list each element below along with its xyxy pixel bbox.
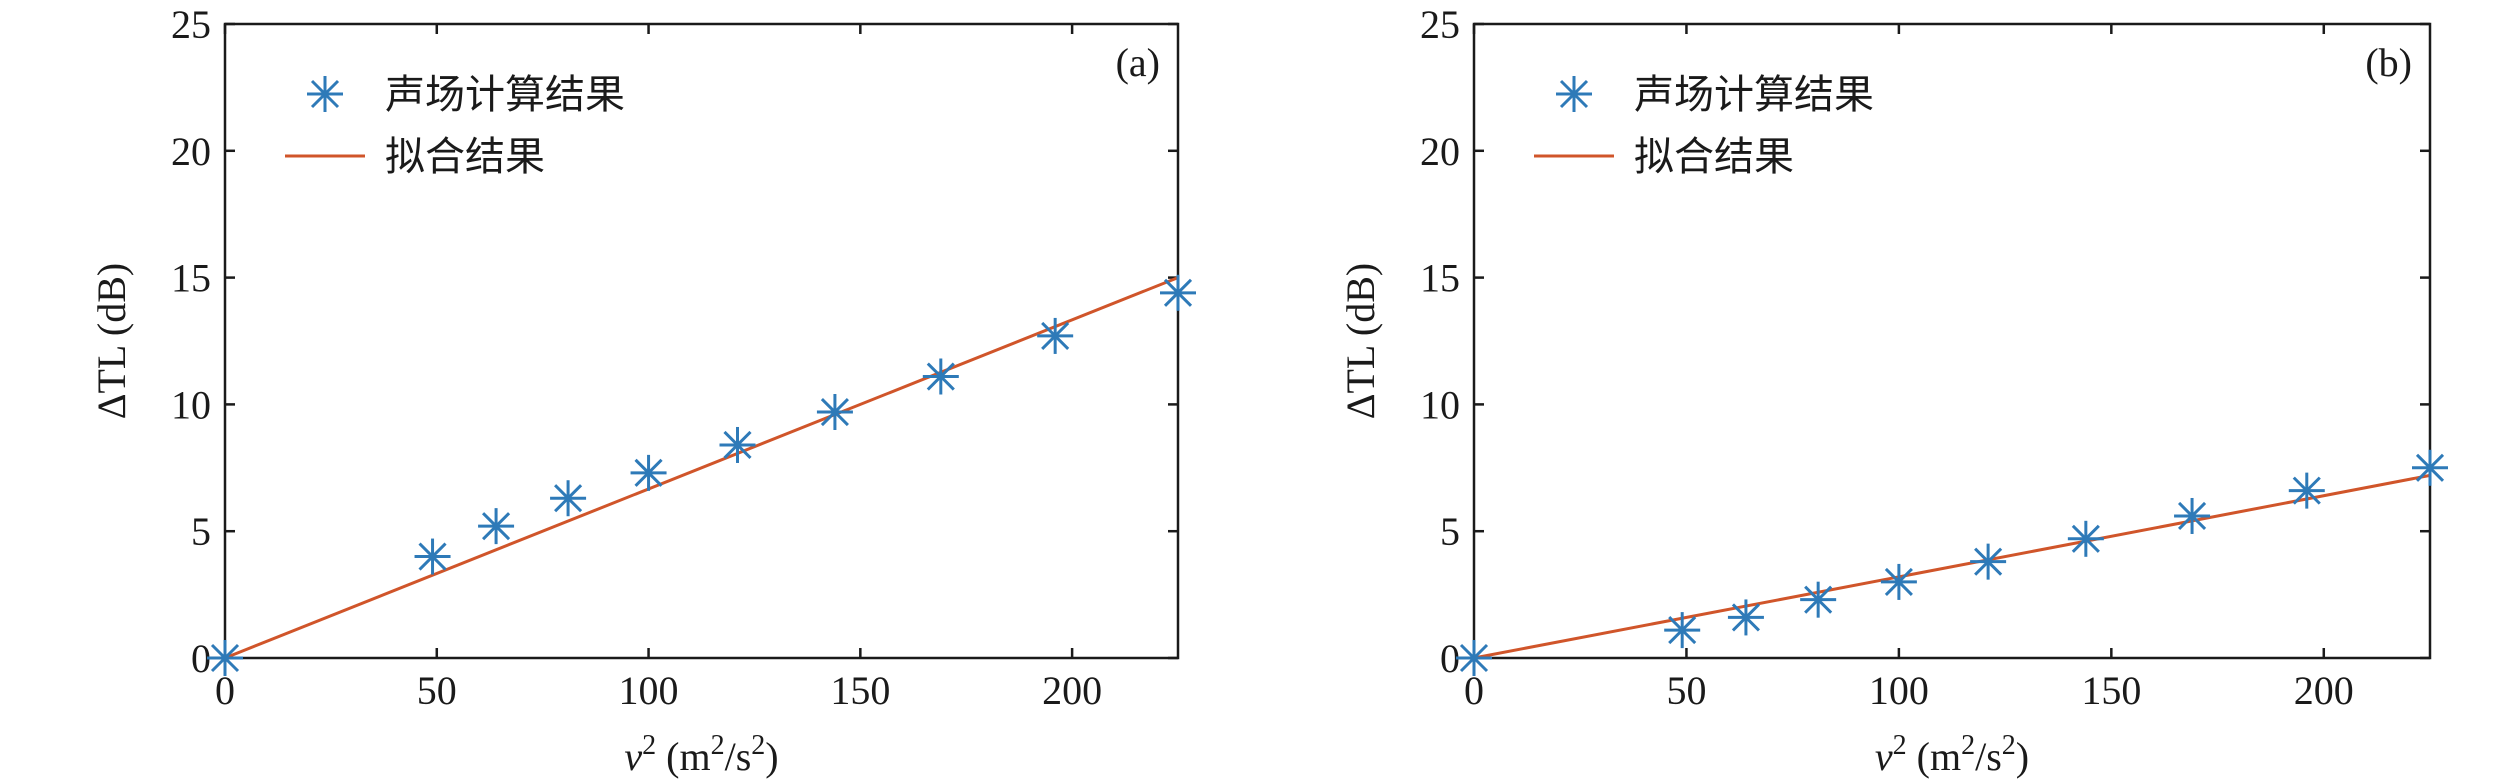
data-point-marker [2412,449,2448,486]
data-point-marker [1160,274,1196,311]
x-tick-label: 50 [1666,668,1706,713]
y-tick-label: 0 [191,636,211,681]
y-tick-label: 10 [171,382,211,427]
y-tick-label: 0 [1440,636,1460,681]
legend-entry-2: 拟合结果 [1634,134,1794,180]
y-tick-label: 15 [171,256,211,301]
legend-entry-2: 拟合结果 [385,134,545,180]
data-point-marker [1880,563,1917,600]
x-tick-label: 150 [830,668,890,713]
y-tick-label: 10 [1420,382,1460,427]
data-point-marker [414,538,451,575]
data-point-marker [2288,472,2325,509]
data-point-marker [630,454,667,491]
x-tick-label: 100 [1869,668,1929,713]
data-point-marker [207,640,243,676]
x-tick-label: 200 [2294,668,2354,713]
data-point-marker [550,480,587,517]
data-point-marker [1456,640,1492,676]
x-tick-label: 200 [1042,668,1102,713]
y-tick-label: 25 [171,2,211,47]
x-tick-label: 50 [417,668,457,713]
data-point-marker [1800,581,1837,618]
panel-label: (b) [2365,40,2412,85]
data-point-marker [1037,317,1074,354]
y-tick-label: 20 [1420,129,1460,174]
data-point-marker [719,426,756,463]
legend-marker-icon [307,76,343,112]
panel-label: (a) [1116,40,1160,85]
x-tick-label: 0 [215,668,235,713]
x-tick-label: 150 [2081,668,2141,713]
fit-line [224,276,1179,660]
plot-frame [223,22,1180,660]
legend-marker-icon [1556,76,1592,112]
panel-b: 0 50 100 150 200 0 5 10 15 20 25 ΔTL (dB) v2 (m2/s2)… [1338,2,2448,779]
data-point-marker [922,358,959,395]
x-axis-label: v2 (m2/s2) [1875,730,2029,779]
data-point-marker [1970,543,2007,580]
legend-entry-1: 声场计算结果 [1634,72,1874,118]
data-point-marker [2174,497,2211,534]
y-tick-label: 20 [171,129,211,174]
y-tick-label: 15 [1420,256,1460,301]
x-axis-label: v2 (m2/s2) [624,730,778,779]
y-tick-label: 5 [191,509,211,554]
plot-frame [1472,22,2432,660]
data-point-marker [1727,599,1764,636]
x-tick-label: 100 [619,668,679,713]
data-point-marker [816,394,853,431]
y-tick-label: 25 [1420,2,1460,47]
fit-line [1473,473,2431,660]
y-axis-label: ΔTL (dB) [89,263,134,419]
y-tick-label: 5 [1440,509,1460,554]
data-point-marker [1664,612,1701,649]
panel-a: 0 50 100 150 200 0 5 10 15 20 25 ΔTL (dB) v2 (m2/s2)… [89,2,1196,779]
data-point-marker [478,508,515,545]
x-tick-label: 0 [1464,668,1484,713]
legend-entry-1: 声场计算结果 [385,72,625,118]
data-point-marker [2067,520,2104,557]
y-axis-label: ΔTL (dB) [1338,263,1383,419]
